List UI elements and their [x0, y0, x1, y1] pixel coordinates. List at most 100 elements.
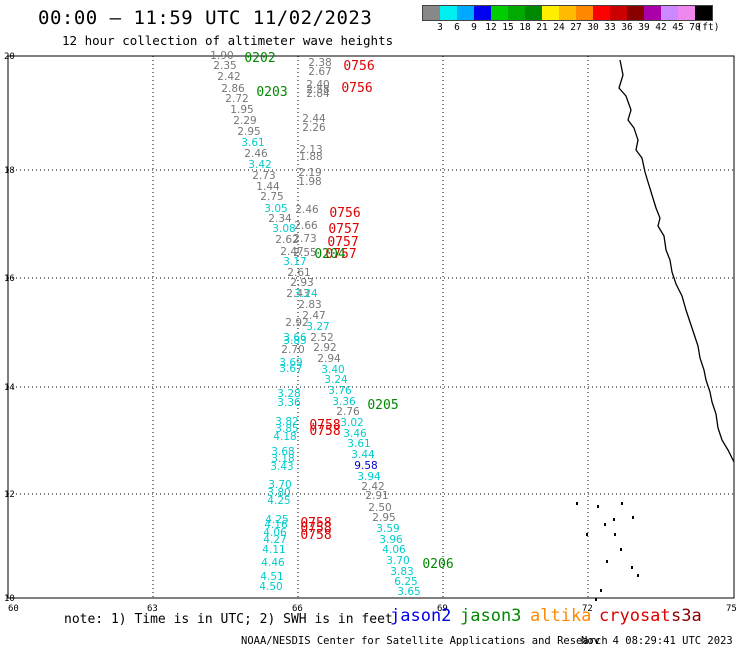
swh-value: 2.92	[313, 342, 336, 354]
satellite-name: jason3	[460, 606, 522, 626]
swh-value: 2.38	[308, 57, 331, 69]
swh-value: 2.26	[302, 122, 326, 134]
swh-value: 3.18	[271, 453, 294, 465]
legend-label: 21	[536, 22, 548, 33]
swh-value: 3.46	[343, 428, 367, 440]
swh-value: 4.46	[261, 557, 285, 569]
swh-value: 3.36	[332, 396, 356, 408]
legend-label: 18	[519, 22, 531, 33]
island-mark	[586, 533, 588, 536]
legend-label: 42	[655, 22, 667, 33]
swh-value: 2.46	[244, 148, 268, 160]
legend-swatch	[508, 6, 525, 20]
swh-value: 3.61	[241, 137, 264, 149]
swh-value: 3.08	[272, 223, 295, 235]
swh-observations: 1.902.352.422.862.721.952.292.953.612.46…	[210, 50, 420, 598]
x-tick-label: 66	[292, 604, 303, 614]
swh-value: 2.84	[306, 88, 330, 100]
legend-swatch	[610, 6, 627, 20]
legend-swatch	[542, 6, 559, 20]
swh-value: 2.46	[295, 204, 319, 216]
swh-value: 4.16	[264, 519, 288, 531]
swh-value: 3.44	[351, 449, 375, 461]
swh-value: 3.05	[264, 203, 287, 215]
swh-value: 2.72	[225, 93, 248, 105]
swh-value: 3.83	[390, 566, 413, 578]
swh-value: 3.65	[397, 586, 420, 598]
swh-value: 2.70	[281, 344, 304, 356]
legend-label: 39	[638, 22, 650, 33]
y-tick-label: 16	[4, 274, 15, 284]
satellite-name: cryosat	[599, 606, 671, 626]
swh-value: 3.80	[267, 487, 290, 499]
pass-time-label: 0756	[343, 59, 374, 74]
satellite-name: altika	[530, 606, 592, 626]
legend-swatch	[644, 6, 661, 20]
swh-value: 2.95	[372, 512, 395, 524]
map-frame	[7, 55, 735, 599]
swh-value: 2.92	[285, 317, 308, 329]
swh-value: 3.24	[294, 288, 318, 300]
swh-value: 2.43	[286, 288, 309, 300]
island-mark	[613, 518, 615, 521]
legend-swatch	[593, 6, 610, 20]
swh-value: 4.50	[259, 581, 282, 593]
legend-label: 3	[437, 22, 443, 33]
legend-swatch	[661, 6, 678, 20]
legend-label: 9	[471, 22, 477, 33]
swh-value: 2.73	[252, 170, 275, 182]
map-subtitle: 12 hour collection of altimeter wave hei…	[62, 33, 394, 48]
x-tick-label: 75	[726, 604, 737, 614]
pass-time-label: 0757	[327, 235, 358, 250]
pass-time-label: 0756	[341, 81, 372, 96]
swh-value: 2.66	[294, 220, 318, 232]
legend-label: 24	[553, 22, 565, 33]
swh-value: 3.67	[279, 363, 302, 375]
swh-value: 9.58	[354, 460, 377, 472]
pass-time-label: 0756	[329, 206, 360, 221]
y-tick-label: 14	[4, 383, 15, 393]
legend-swatch	[525, 6, 542, 20]
island-mark	[595, 598, 597, 601]
color-legend: 3 6 9 12 15 18 21 24 27 30 33 36 39 42 45 70 (ft)	[422, 5, 719, 35]
timestamp-text: Nov 4 08:29:41 UTC 2023	[581, 635, 733, 647]
x-tick-label: 63	[147, 604, 158, 614]
swh-value: 3.40	[321, 364, 344, 376]
swh-value: 3.70	[268, 479, 291, 491]
legend-swatch	[576, 6, 593, 20]
swh-value: 4.27	[263, 534, 286, 546]
swh-value: 3.66	[283, 332, 307, 344]
legend-label: 45	[672, 22, 684, 33]
swh-value: 3.27	[306, 321, 329, 333]
swh-value: 3.36	[277, 397, 301, 409]
swh-value: 3.82	[275, 416, 298, 428]
swh-value: 2.58	[306, 84, 329, 96]
coastline-path	[618, 59, 735, 463]
swh-value: 2.67	[308, 66, 331, 78]
legend-labels: 3 6 9 12 15 18 21 24 27 30 33 36 39 42 45 70 (ft)	[422, 21, 719, 35]
swh-value: 4.18	[273, 431, 296, 443]
pass-time-label: 0206	[422, 557, 453, 572]
legend-label: 27	[570, 22, 582, 33]
swh-value: 2.29	[233, 115, 256, 127]
island-mark	[606, 560, 608, 563]
swh-value: 3.70	[386, 555, 409, 567]
pass-time-label: 0758	[300, 528, 331, 543]
legend-label: 6	[454, 22, 460, 33]
legend-swatch	[695, 6, 712, 20]
swh-value: 2.35	[213, 60, 236, 72]
map-title: 00:00 – 11:59 UTC 11/02/2023	[38, 7, 373, 29]
legend-label: 36	[621, 22, 633, 33]
swh-value: 3.69	[279, 357, 302, 369]
island-mark	[604, 523, 606, 526]
swh-value: 2.83	[298, 299, 321, 311]
swh-value: 2.42	[361, 481, 384, 493]
swh-value: 4.06	[263, 527, 287, 539]
legend-swatch	[423, 6, 440, 20]
legend-label: 33	[604, 22, 616, 33]
swh-value: 2.55	[293, 247, 316, 259]
legend-label: 30	[587, 22, 599, 33]
satellite-name: s3a	[671, 606, 702, 626]
y-tick-label: 20	[4, 52, 15, 62]
